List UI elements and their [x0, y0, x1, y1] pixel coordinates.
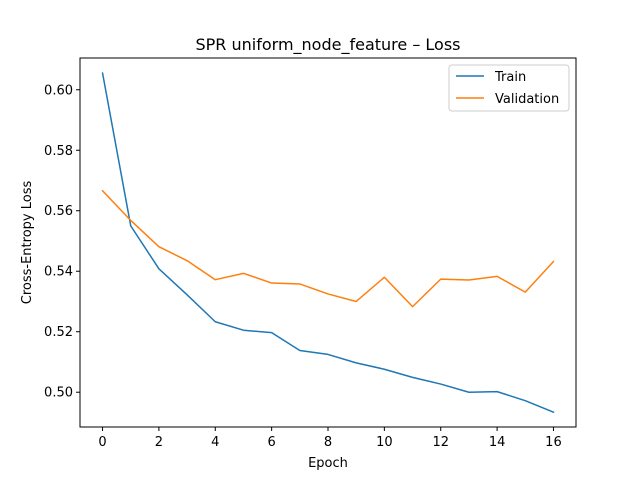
series-line-validation	[101, 189, 555, 308]
x-tick-label: 4	[211, 435, 219, 450]
x-tick-label: 2	[155, 435, 163, 450]
x-tick-label: 10	[376, 435, 393, 450]
x-tick-label: 12	[432, 435, 449, 450]
x-tick-label: 0	[98, 435, 106, 450]
series-line-train	[101, 72, 555, 414]
legend-label-validation: Validation	[495, 92, 559, 107]
legend-label-train: Train	[494, 70, 526, 85]
x-axis-ticks: 0 2 4 6 8 10 12 14 16	[98, 427, 562, 450]
x-tick-label: 16	[545, 435, 562, 450]
y-tick-label: 0.54	[44, 265, 73, 280]
y-tick-label: 0.58	[44, 144, 73, 159]
y-axis-label: Cross-Entropy Loss	[20, 181, 35, 305]
series-layer	[101, 72, 555, 414]
x-tick-label: 14	[489, 435, 506, 450]
x-tick-label: 6	[267, 435, 275, 450]
plot-area	[80, 58, 576, 427]
y-tick-label: 0.56	[44, 204, 73, 219]
chart-title: SPR uniform_node_feature – Loss	[196, 35, 461, 55]
x-axis-label: Epoch	[308, 456, 348, 471]
legend: Train Validation	[448, 64, 570, 112]
y-axis-ticks: 0.50 0.52 0.54 0.56 0.58 0.60	[44, 83, 80, 401]
x-tick-label: 8	[324, 435, 332, 450]
y-tick-label: 0.60	[44, 83, 73, 98]
y-tick-label: 0.52	[44, 325, 73, 340]
y-tick-label: 0.50	[44, 386, 73, 401]
